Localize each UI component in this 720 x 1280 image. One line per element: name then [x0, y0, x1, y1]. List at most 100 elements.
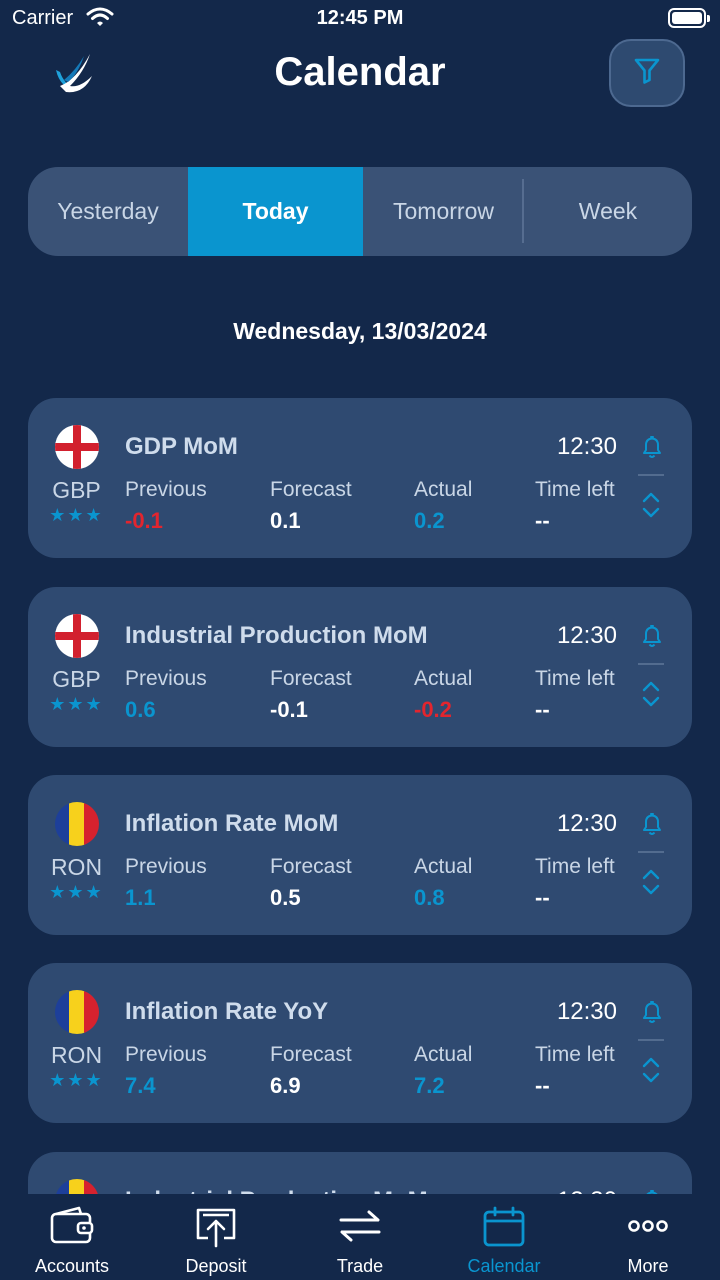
- previous-value: 1.1: [125, 885, 156, 910]
- tab-accounts[interactable]: Accounts: [0, 1194, 144, 1280]
- filter-icon: [634, 57, 660, 90]
- forecast-value: -0.1: [270, 697, 308, 722]
- forecast-value: 6.9: [270, 1073, 301, 1098]
- bell-icon[interactable]: [639, 434, 665, 465]
- tab-deposit-label: Deposit: [185, 1256, 247, 1276]
- event-name: Inflation Rate MoM: [125, 810, 339, 837]
- bell-icon[interactable]: [639, 811, 665, 842]
- previous-column: Previous 7.4: [125, 1043, 207, 1099]
- previous-value: 0.6: [125, 697, 156, 722]
- card-divider: [638, 663, 664, 665]
- event-time: 12:30: [556, 810, 617, 837]
- forecast-column: Forecast 0.5: [270, 855, 352, 911]
- card-divider: [638, 474, 664, 476]
- deposit-icon: [144, 1206, 288, 1248]
- importance-stars: ★★★: [49, 694, 104, 714]
- tab-more[interactable]: More: [576, 1194, 720, 1280]
- event-name: Industrial Production MoM: [125, 622, 428, 649]
- importance-stars: ★★★: [49, 505, 104, 525]
- event-card[interactable]: RON ★★★ Inflation Rate YoY 12:30 Previou…: [28, 963, 692, 1123]
- time-left-column: Time left --: [535, 1043, 615, 1099]
- previous-value: 7.4: [125, 1073, 156, 1098]
- tab-tomorrow[interactable]: Tomorrow: [363, 167, 524, 256]
- status-bar: Carrier 12:45 PM: [0, 0, 720, 36]
- forecast-value: 0.5: [270, 885, 301, 910]
- tab-more-label: More: [627, 1256, 669, 1276]
- expand-chevrons-icon[interactable]: [641, 1055, 661, 1090]
- trade-arrows-icon: [288, 1206, 432, 1246]
- forecast-label: Forecast: [270, 667, 352, 690]
- time-left-label: Time left: [535, 478, 615, 501]
- forecast-label: Forecast: [270, 1043, 352, 1066]
- time-left-value: --: [535, 885, 550, 910]
- event-name: GDP MoM: [125, 433, 238, 460]
- forecast-column: Forecast 6.9: [270, 1043, 352, 1099]
- importance-stars: ★★★: [49, 1070, 104, 1090]
- currency-code: RON: [50, 854, 103, 880]
- tab-tomorrow-label: Tomorrow: [393, 198, 494, 224]
- tab-week[interactable]: Week: [524, 167, 692, 256]
- calendar-icon: [432, 1206, 576, 1248]
- time-left-value: --: [535, 1073, 550, 1098]
- page-title: Calendar: [274, 50, 446, 94]
- event-card[interactable]: RON ★★★ Inflation Rate MoM 12:30 Previou…: [28, 775, 692, 935]
- bell-icon[interactable]: [639, 999, 665, 1030]
- flag-icon: [55, 614, 99, 658]
- bottom-tab-bar: Accounts Deposit Trade Cal: [0, 1194, 720, 1280]
- tab-today[interactable]: Today: [188, 167, 363, 256]
- card-divider: [638, 851, 664, 853]
- previous-column: Previous 1.1: [125, 855, 207, 911]
- actual-column: Actual 0.8: [414, 855, 472, 911]
- event-card[interactable]: GBP ★★★ Industrial Production MoM 12:30 …: [28, 587, 692, 747]
- event-time: 12:30: [556, 433, 617, 460]
- event-card[interactable]: GBP ★★★ GDP MoM 12:30 Previous -0.1 Fore…: [28, 398, 692, 558]
- forecast-column: Forecast 0.1: [270, 478, 352, 534]
- actual-label: Actual: [414, 1043, 473, 1066]
- card-divider: [638, 1039, 664, 1041]
- actual-value: 0.8: [414, 885, 445, 910]
- actual-label: Actual: [414, 855, 473, 878]
- currency-code: RON: [50, 1042, 103, 1068]
- previous-column: Previous 0.6: [125, 667, 207, 723]
- time-left-column: Time left --: [535, 478, 615, 534]
- segment-divider: [522, 179, 524, 243]
- day-segmented-control: Yesterday Today Tomorrow Week: [28, 167, 692, 256]
- actual-column: Actual 0.2: [414, 478, 472, 534]
- tab-accounts-label: Accounts: [34, 1256, 110, 1276]
- expand-chevrons-icon[interactable]: [641, 867, 661, 902]
- time-left-column: Time left --: [535, 855, 615, 911]
- currency-code: GBP: [52, 477, 101, 503]
- previous-value: -0.1: [125, 508, 163, 533]
- tab-today-label: Today: [242, 198, 309, 224]
- actual-value: 7.2: [414, 1073, 445, 1098]
- actual-column: Actual -0.2: [414, 667, 472, 723]
- battery-icon: [668, 8, 710, 28]
- tab-deposit[interactable]: Deposit: [144, 1194, 288, 1280]
- wallet-icon: [0, 1206, 144, 1246]
- filter-button[interactable]: [609, 39, 685, 107]
- tab-trade[interactable]: Trade: [288, 1194, 432, 1280]
- time-left-column: Time left --: [535, 667, 615, 723]
- brand-logo-icon: [50, 50, 96, 96]
- wifi-icon: [86, 6, 114, 33]
- flag-icon: [55, 425, 99, 469]
- tab-calendar[interactable]: Calendar: [432, 1194, 576, 1280]
- actual-label: Actual: [414, 478, 473, 501]
- forecast-value: 0.1: [270, 508, 301, 533]
- flag-icon: [55, 802, 99, 846]
- currency-code: GBP: [52, 666, 101, 692]
- expand-chevrons-icon[interactable]: [641, 679, 661, 714]
- previous-label: Previous: [125, 478, 207, 501]
- date-heading: Wednesday, 13/03/2024: [233, 318, 487, 344]
- expand-chevrons-icon[interactable]: [641, 490, 661, 525]
- tab-yesterday[interactable]: Yesterday: [28, 167, 188, 256]
- event-time: 12:30: [556, 998, 617, 1025]
- time-left-value: --: [535, 508, 550, 533]
- time-left-label: Time left: [535, 667, 615, 690]
- forecast-column: Forecast -0.1: [270, 667, 352, 723]
- previous-label: Previous: [125, 1043, 207, 1066]
- tab-week-label: Week: [578, 198, 638, 224]
- actual-value: 0.2: [414, 508, 445, 533]
- forecast-label: Forecast: [270, 478, 352, 501]
- bell-icon[interactable]: [639, 623, 665, 654]
